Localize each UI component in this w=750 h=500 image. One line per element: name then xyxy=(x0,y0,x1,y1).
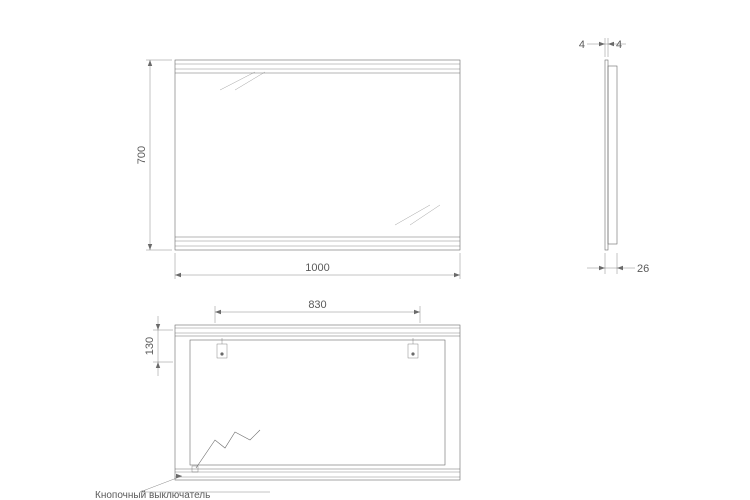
back-view xyxy=(140,325,460,492)
side-view xyxy=(605,60,617,250)
dim-side-plate-label: 4 xyxy=(616,39,622,51)
switch-label: Кнопочный выключатель xyxy=(95,490,210,500)
dim-back-830: 830 xyxy=(308,299,326,311)
hanger-bracket xyxy=(408,338,418,358)
dim-back-130: 130 xyxy=(144,337,156,355)
front-view xyxy=(175,60,460,250)
dim-side-depth: 26 xyxy=(637,263,649,275)
dim-front-height: 700 xyxy=(136,146,148,164)
hanger-bracket xyxy=(217,338,227,358)
cable xyxy=(196,430,260,468)
dim-side-plate: 4 xyxy=(579,39,585,51)
dim-front-width: 1000 xyxy=(305,262,329,274)
